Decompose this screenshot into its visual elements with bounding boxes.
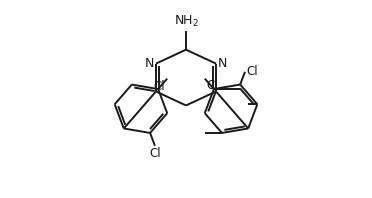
Text: Cl: Cl [150, 148, 161, 161]
Text: N: N [145, 57, 154, 70]
Text: Cl: Cl [207, 79, 218, 92]
Text: Cl: Cl [247, 65, 259, 78]
Text: NH$_2$: NH$_2$ [173, 14, 199, 29]
Text: N: N [218, 57, 227, 70]
Text: Cl: Cl [154, 80, 165, 93]
